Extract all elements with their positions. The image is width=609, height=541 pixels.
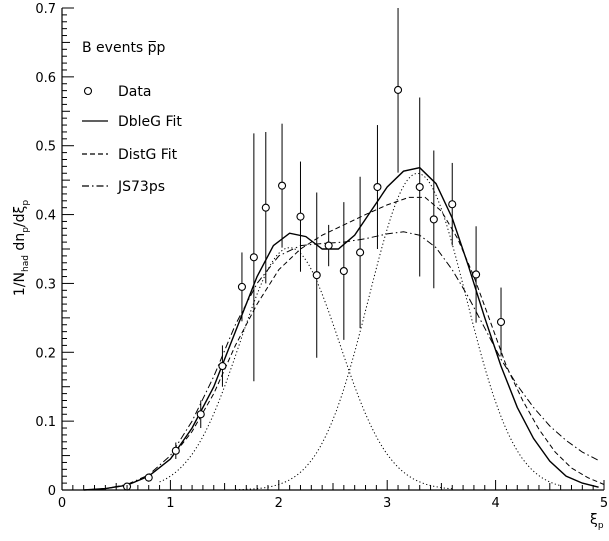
data-point bbox=[296, 212, 305, 221]
y-tick-label: 0.3 bbox=[35, 277, 56, 292]
chart-title: B events p̅p bbox=[82, 40, 166, 56]
data-point bbox=[312, 271, 321, 280]
data-point bbox=[249, 253, 258, 262]
js73ps-curve bbox=[83, 231, 599, 491]
y-axis-title-part: dn bbox=[12, 233, 28, 255]
distg-fit-curve bbox=[83, 196, 605, 491]
legend: B events p̅p Data DbleG Fit DistG Fit JS73p… bbox=[82, 40, 182, 195]
data-point bbox=[324, 241, 333, 250]
gaussian-component-1 bbox=[159, 247, 453, 490]
data-point bbox=[373, 182, 382, 192]
y-tick-label: 0.1 bbox=[35, 415, 56, 430]
y-axis-title-part: /dξ bbox=[12, 206, 28, 227]
y-axis-title-text: 1/Nhad dnp/dξp bbox=[12, 200, 31, 296]
y-axis-title-subscript: p bbox=[21, 227, 31, 233]
data-point bbox=[448, 200, 457, 209]
legend-marker-data bbox=[83, 86, 93, 96]
data-point bbox=[339, 266, 348, 276]
y-axis-title-subscript: p bbox=[21, 200, 31, 206]
y-tick-label: 0.2 bbox=[35, 346, 56, 361]
y-axis-title-part: 1/N bbox=[12, 272, 28, 296]
x-axis-title-symbol: ξ bbox=[590, 512, 598, 528]
data-point bbox=[429, 215, 438, 224]
legend-label: JS73ps bbox=[117, 179, 165, 195]
legend-label: Data bbox=[118, 84, 151, 100]
y-tick-label: 0.6 bbox=[35, 71, 56, 86]
curves-layer bbox=[83, 166, 605, 491]
y-axis-title: 1/Nhad dnp/dξp bbox=[12, 200, 31, 296]
axes-layer: 0 1 2 3 4 5 0 0.1 0.2 0.3 0.4 0.5 0.6 0.7 bbox=[35, 2, 608, 511]
data-point bbox=[237, 282, 246, 291]
x-tick-label: 1 bbox=[166, 496, 174, 511]
x-axis-title: ξp bbox=[590, 512, 604, 531]
legend-label: DbleG Fit bbox=[118, 114, 182, 130]
data-point bbox=[171, 446, 180, 455]
data-point bbox=[393, 85, 403, 94]
gaussian-component-2 bbox=[235, 172, 561, 491]
data-point bbox=[196, 410, 205, 419]
legend-label: DistG Fit bbox=[118, 147, 178, 163]
x-tick-label: 0 bbox=[58, 496, 66, 511]
y-axis-title-subscript: had bbox=[21, 255, 31, 272]
data-point bbox=[356, 248, 365, 257]
dbleg-fit-curve bbox=[83, 166, 599, 491]
data-point bbox=[144, 473, 153, 482]
x-tick-label: 3 bbox=[383, 496, 391, 511]
x-axis-title-text: ξp bbox=[590, 512, 604, 531]
y-tick-label: 0.4 bbox=[35, 209, 56, 224]
y-tick-label: 0.5 bbox=[35, 140, 56, 155]
data-point bbox=[278, 181, 287, 190]
x-tick-label: 2 bbox=[275, 496, 283, 511]
y-tick-label: 0 bbox=[48, 484, 56, 499]
data-point bbox=[261, 203, 270, 212]
data-point bbox=[218, 362, 227, 371]
data-point bbox=[496, 317, 506, 327]
x-axis-title-subscript: p bbox=[598, 521, 604, 531]
y-tick-label: 0.7 bbox=[35, 2, 56, 17]
x-tick-label: 4 bbox=[491, 496, 499, 511]
data-points-layer bbox=[122, 8, 506, 491]
x-tick-label: 5 bbox=[600, 496, 608, 511]
data-point bbox=[472, 270, 481, 279]
data-point bbox=[415, 182, 424, 192]
